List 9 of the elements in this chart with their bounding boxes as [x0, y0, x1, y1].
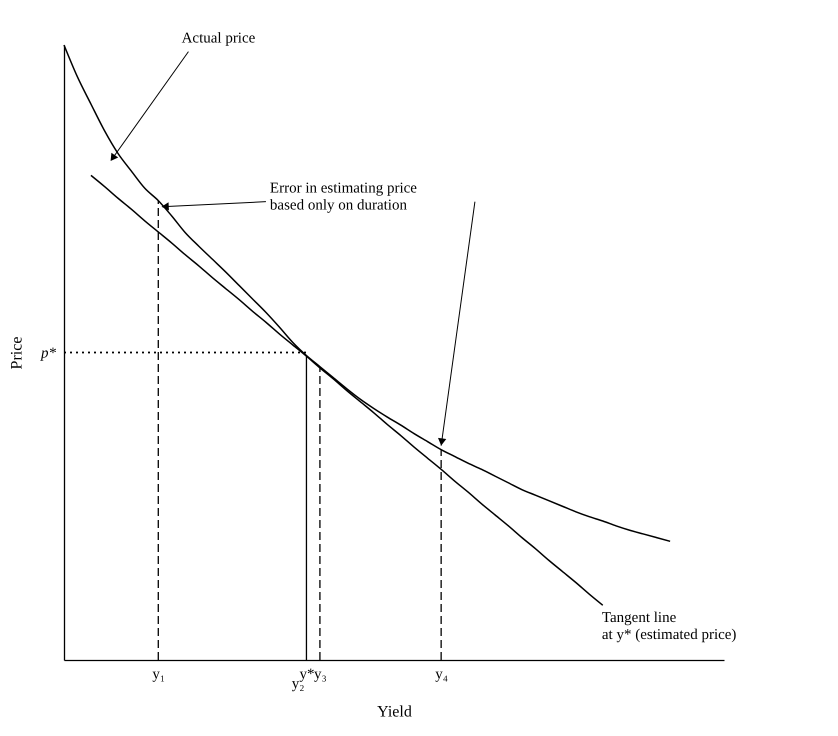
- x-axis-title: Yield: [377, 704, 412, 720]
- annotation: Tangent line at y* (estimated price): [602, 610, 736, 643]
- annotation: Actual price: [182, 30, 256, 47]
- x-tick-label: y₁: [152, 666, 166, 682]
- ref-line-label: p*: [40, 346, 56, 362]
- x-tick-label: y₄: [435, 666, 448, 682]
- x-tick-label: y₃: [314, 666, 327, 682]
- annotation: Error in estimating price based only on duration: [270, 180, 418, 214]
- y-axis-title: Price: [8, 336, 26, 370]
